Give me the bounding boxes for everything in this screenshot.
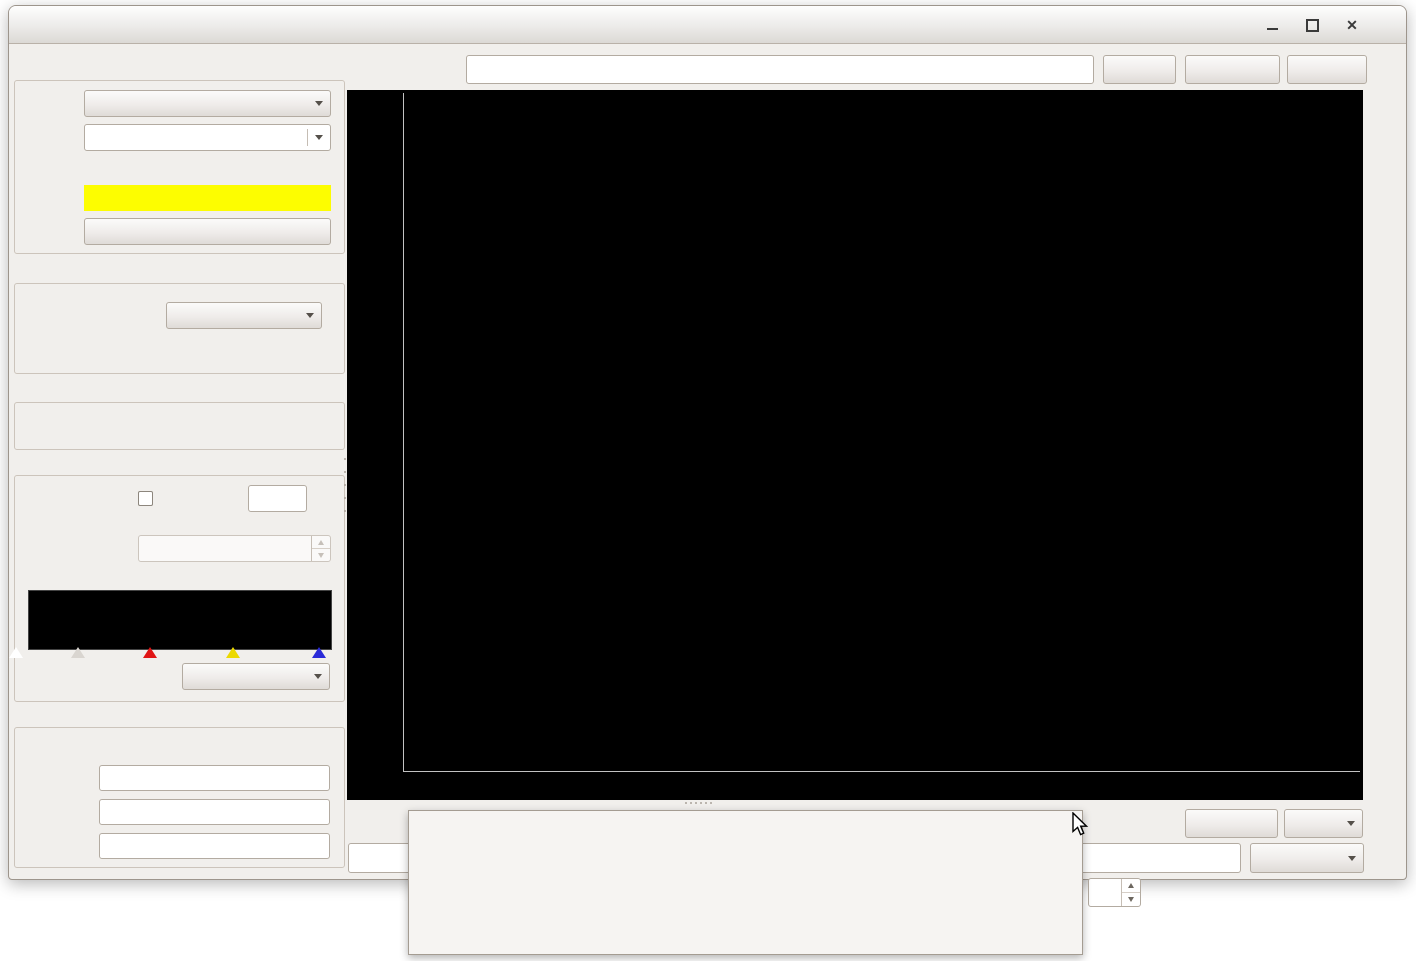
- splitter-handle-vertical[interactable]: [344, 458, 346, 512]
- maxima-dropdown-popup: [408, 810, 1083, 955]
- quit-button[interactable]: [1287, 55, 1367, 84]
- detector-heatmap-canvas[interactable]: [405, 93, 1356, 768]
- chevron-down-icon: [308, 101, 330, 106]
- intensity-scaling-panel: [14, 402, 345, 450]
- level-handle-yellow[interactable]: [226, 647, 240, 658]
- color-gradient-combo[interactable]: [182, 663, 330, 690]
- chevron-down-icon: [1340, 821, 1362, 826]
- levels-histogram[interactable]: [28, 590, 332, 650]
- start-button[interactable]: [84, 218, 331, 245]
- mouse-cursor: [1072, 812, 1089, 836]
- detector-image-plot[interactable]: [347, 90, 1363, 800]
- minimize-button[interactable]: [1257, 13, 1287, 37]
- spin-up-icon: [312, 536, 330, 549]
- transformation-combo[interactable]: [166, 302, 322, 329]
- load-button[interactable]: [1103, 55, 1176, 84]
- status-badge: [84, 185, 331, 211]
- spin-up-icon: [1122, 879, 1140, 893]
- intensity-radio-group: [28, 416, 328, 434]
- splitter-handle-horizontal[interactable]: [685, 802, 712, 804]
- close-icon: ✕: [1346, 17, 1358, 33]
- file-name-input[interactable]: [466, 55, 1094, 84]
- spin-down-icon: [1122, 893, 1140, 906]
- units-combo[interactable]: [1284, 809, 1363, 838]
- level-handle-red[interactable]: [143, 647, 157, 658]
- chevron-down-icon: [299, 313, 321, 318]
- level-handle-gray[interactable]: [71, 647, 85, 658]
- image-statistics-panel: [14, 727, 345, 868]
- auto-levels-percent-input[interactable]: [248, 485, 307, 512]
- image-preparation-panel: [14, 283, 345, 374]
- stat-variance-field[interactable]: [99, 833, 330, 859]
- maximize-icon: [1305, 18, 1319, 32]
- y-axis-line: [403, 93, 404, 772]
- chevron-down-icon: [307, 674, 329, 679]
- server-combo[interactable]: [84, 124, 331, 151]
- chevron-down-icon: [1341, 855, 1363, 861]
- titlebar[interactable]: [9, 6, 1406, 44]
- spin-down-icon: [312, 549, 330, 561]
- image-source-panel: [14, 80, 345, 254]
- chevron-down-icon: [308, 135, 330, 140]
- source-combo[interactable]: [84, 90, 331, 117]
- maximize-button[interactable]: [1297, 13, 1327, 37]
- level-handle-blue[interactable]: [312, 647, 326, 658]
- close-button[interactable]: ✕: [1337, 13, 1367, 37]
- maxima-count-spinbox[interactable]: [1088, 878, 1141, 907]
- minimum-value-spinbox: [138, 535, 331, 562]
- tool-combo[interactable]: [1250, 843, 1364, 873]
- display-levels-panel: [14, 475, 345, 702]
- x-axis-line: [403, 771, 1360, 772]
- minimize-icon: [1266, 28, 1278, 30]
- configuration-button[interactable]: [1185, 55, 1280, 84]
- stat-maximum-field[interactable]: [99, 765, 330, 791]
- auto-levels-checkbox[interactable]: [138, 491, 153, 506]
- stat-mean-field[interactable]: [99, 799, 330, 825]
- geometry-button[interactable]: [1185, 809, 1278, 838]
- level-handle-white[interactable]: [9, 647, 23, 658]
